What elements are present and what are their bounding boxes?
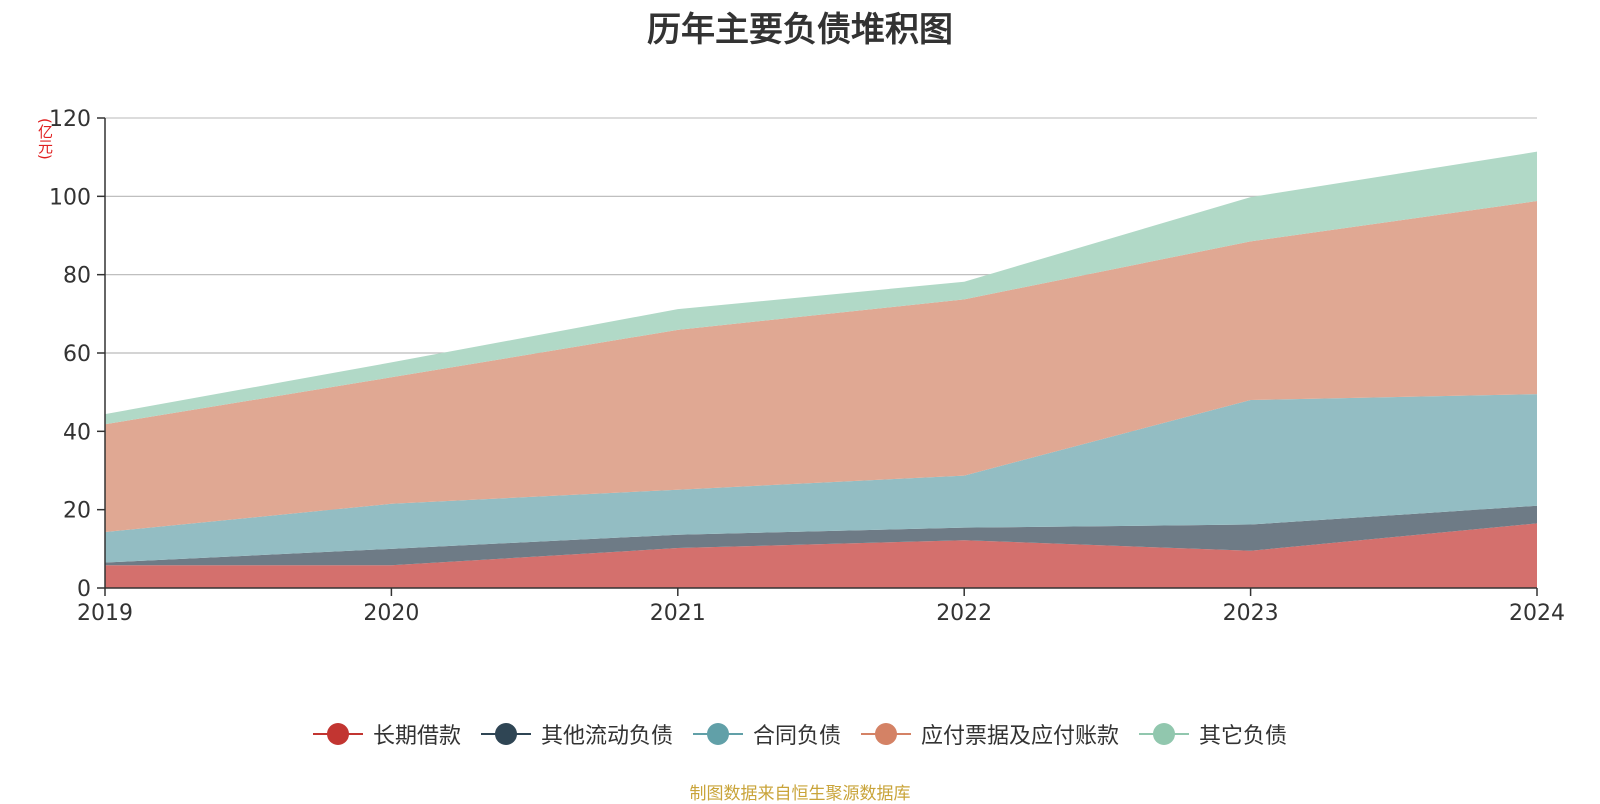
- y-axis-unit-label: (亿元): [36, 118, 54, 160]
- area-3: [105, 394, 1537, 563]
- y-tick-label: 100: [49, 185, 91, 210]
- area-2: [105, 505, 1537, 566]
- stacked-areas: [105, 151, 1537, 588]
- y-tick-label: 80: [63, 264, 91, 289]
- legend-label: 合同负债: [752, 724, 841, 749]
- legend-label: 长期借款: [372, 724, 461, 749]
- legend-item-1[interactable]: 长期借款: [312, 718, 461, 750]
- legend-item-2[interactable]: 其他流动负债: [480, 718, 673, 750]
- legend-label: 其它负债: [1199, 724, 1288, 749]
- legend-marker-icon: [1139, 723, 1190, 745]
- legend-label: 应付票据及应付账款: [921, 724, 1120, 749]
- y-tick-label: 0: [77, 577, 91, 602]
- legend-item-4[interactable]: 应付票据及应付账款: [861, 718, 1119, 750]
- area-4: [105, 201, 1537, 532]
- legend-item-5[interactable]: 其它负债: [1139, 718, 1287, 750]
- legend-marker-icon: [692, 723, 743, 745]
- legend-marker-icon: [861, 723, 911, 745]
- x-tick-label: 2023: [1223, 601, 1279, 626]
- x-tick-label: 2020: [363, 601, 419, 626]
- legend-marker-icon: [480, 723, 531, 745]
- y-tick-label: 40: [63, 420, 91, 445]
- chart-title: 历年主要负债堆积图: [647, 10, 953, 50]
- area-5: [105, 151, 1537, 425]
- source-note: 制图数据来自恒生聚源数据库: [689, 784, 911, 804]
- area-1: [105, 523, 1537, 588]
- x-tick-label: 2024: [1509, 601, 1565, 626]
- x-tick-label: 2022: [936, 601, 992, 626]
- legend-item-3[interactable]: 合同负债: [692, 718, 841, 750]
- legend-label: 其他流动负债: [540, 724, 673, 749]
- y-tick-label: 20: [63, 499, 91, 524]
- y-tick-label: 60: [63, 342, 91, 367]
- x-tick-label: 2019: [77, 601, 133, 626]
- axes: 0 20 40 60 80 100 120 2019 2020 2021 2022 2023 2024: [49, 107, 1565, 626]
- y-tick-label: 120: [49, 107, 91, 132]
- legend: 长期借款 其他流动负债 合同负债 应付票据及应付账款 其它负债: [0, 718, 1600, 751]
- legend-marker-icon: [312, 723, 363, 745]
- x-tick-label: 2021: [650, 601, 706, 626]
